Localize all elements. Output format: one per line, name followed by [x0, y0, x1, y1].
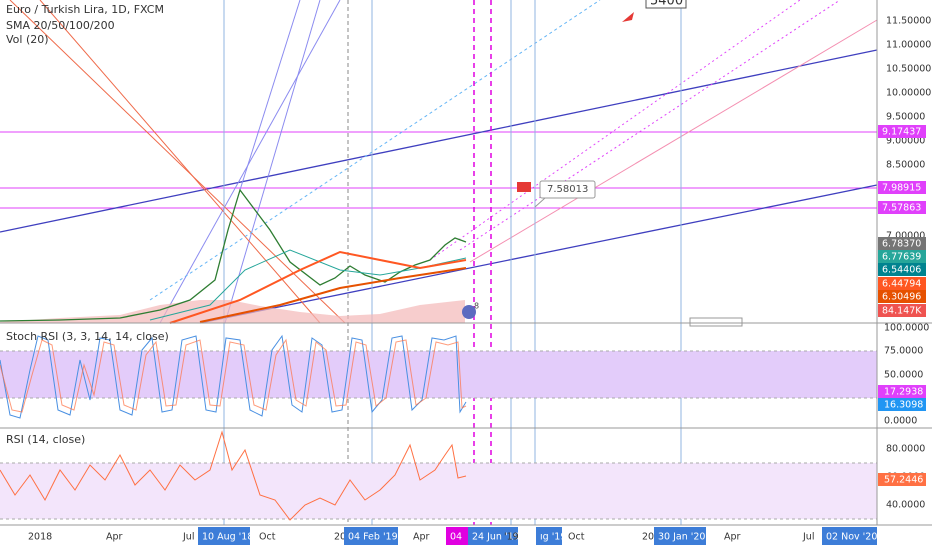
stoch-axis-label: 50.0000 — [884, 370, 923, 381]
price-tag-bg — [878, 237, 926, 250]
price-tag-bg — [878, 250, 926, 263]
time-label: Apr — [724, 532, 741, 543]
time-label: Apr — [413, 532, 430, 543]
time-label: 20 — [642, 532, 654, 543]
time-tag-bg — [468, 527, 518, 545]
price-tag: 6.54406 — [882, 265, 921, 276]
marker: 8 — [474, 302, 479, 311]
price-tag: 6.77639 — [882, 252, 921, 263]
stoch-title: Stoch RSI (3, 3, 14, 14, close) — [6, 330, 169, 343]
price-label: 8.50000 — [886, 160, 925, 171]
price-tag-bg — [878, 304, 926, 317]
time-label: 10 Aug '18 — [202, 532, 253, 543]
price-tag: 6.44794 — [882, 279, 921, 290]
time-tag-bg — [344, 527, 398, 545]
time-label: Oct — [568, 532, 585, 543]
price-label: 10.00000 — [886, 88, 931, 99]
drawings — [0, 0, 878, 525]
band — [0, 463, 877, 519]
time-label: 02 Nov '20 — [826, 532, 877, 543]
time-label: ıg '19 — [540, 532, 566, 543]
rsi-axis-label: 40.0000 — [886, 500, 925, 511]
time-label: 04 Feb '19 — [348, 532, 398, 543]
price-label: 7.00000 — [886, 231, 925, 242]
time-label: Apr — [106, 532, 123, 543]
time-tag-bg — [446, 527, 468, 545]
stoch-tag-bg — [878, 385, 926, 398]
price-tag-bg — [878, 125, 926, 138]
stoch-axis-label: 100.0000 — [884, 323, 929, 334]
rsi-tag: 57.2446 — [884, 475, 923, 486]
time-label: '19 — [504, 532, 519, 543]
price-label: 9.00000 — [886, 136, 925, 147]
stoch-k — [0, 334, 467, 419]
price-tag: 7.57863 — [882, 203, 921, 214]
price-tag: 7.98915 — [882, 183, 921, 194]
badge: 5400 — [650, 0, 683, 9]
time-label: Jul — [802, 532, 814, 543]
time-label: 30 Jan '20 — [658, 532, 705, 543]
time-label: 04 — [450, 532, 462, 543]
price-tag-bg — [878, 277, 926, 290]
callout: 7.58013 — [547, 184, 588, 195]
rsi-tag-bg — [878, 473, 926, 486]
price-tag-bg — [878, 201, 926, 214]
rsi-title: RSI (14, close) — [6, 433, 85, 446]
stoch-axis-label: 75.0000 — [884, 346, 923, 357]
rsi-line — [0, 430, 467, 521]
price-label: 11.50000 — [886, 16, 931, 27]
price-axis: 11.50000 11.00000 10.50000 10.00000 9.50000 9… — [878, 16, 931, 511]
band — [0, 351, 877, 398]
price-label: 9.50000 — [886, 112, 925, 123]
time-label: 20 — [334, 532, 346, 543]
time-label: 24 Jun '19 — [472, 532, 520, 543]
stoch-tag: 17.2938 — [884, 387, 923, 398]
price-tag: 6.78370 — [882, 239, 921, 250]
price-label: 11.00000 — [886, 40, 931, 51]
legend-symbol: Euro / Turkish Lira, 1D, FXCM — [6, 3, 164, 16]
time-label: 2018 — [28, 532, 52, 543]
price-tag: 9.17437 — [882, 127, 921, 138]
time-label: Jul — [182, 532, 194, 543]
legend-sma: SMA 20/50/100/200 — [6, 19, 115, 32]
stoch-tag-bg — [878, 398, 926, 411]
price-tag-bg — [878, 181, 926, 194]
time-tag-bg — [536, 527, 562, 545]
price-tag-bg — [878, 263, 926, 276]
stoch-axis-label: 0.0000 — [884, 416, 917, 427]
time-axis: 2018 Apr Jul 10 Aug '18 Oct 20 04 Feb '19 Apr 04… — [28, 527, 877, 545]
stoch-d — [0, 338, 467, 413]
legend-vol: Vol (20) — [6, 33, 49, 46]
time-label: Oct — [259, 532, 276, 543]
price-tag: 6.30496 — [882, 292, 921, 303]
time-tag-bg — [822, 527, 877, 545]
time-tag-bg — [654, 527, 706, 545]
price-label: 10.50000 — [886, 64, 931, 75]
stoch-tag: 16.3098 — [884, 400, 923, 411]
price-tag: 84.147K — [882, 306, 922, 317]
time-tag-bg — [198, 527, 250, 545]
rsi-axis-label: 80.0000 — [886, 444, 925, 455]
price-tag-bg — [878, 290, 926, 303]
